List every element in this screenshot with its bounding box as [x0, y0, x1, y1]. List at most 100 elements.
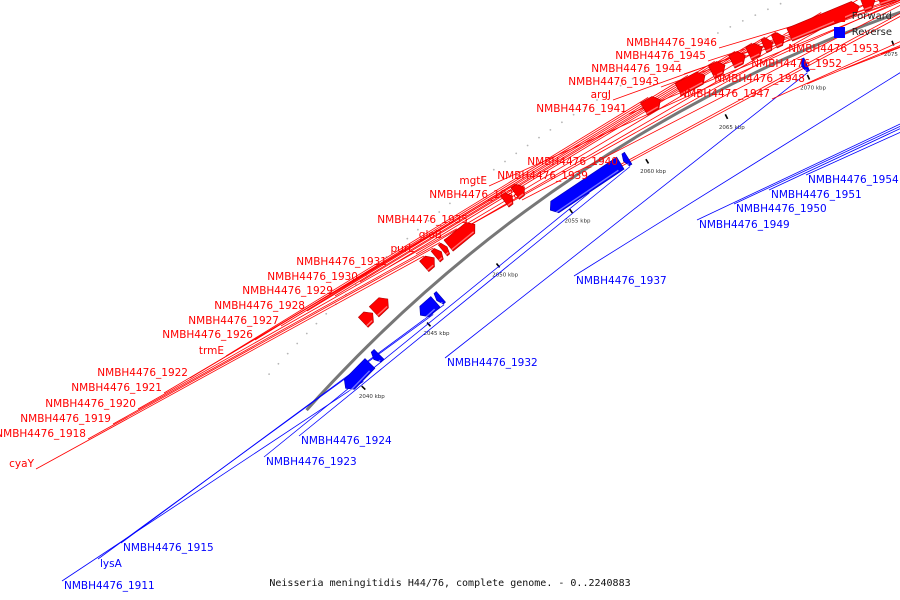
arc-dot: [438, 211, 441, 213]
gene-arrow: [745, 42, 763, 61]
gene-label: NMBH4476_1941: [536, 103, 627, 115]
arc-dot: [538, 136, 540, 139]
gene-highlight: [646, 106, 659, 115]
gene-label: argJ: [591, 89, 611, 101]
tick-label: 2065 kbp: [719, 125, 745, 131]
gene-arrow: [640, 96, 661, 116]
leader-line: [254, 75, 689, 341]
legend-swatch-reverse: [833, 26, 845, 38]
gene-label: NMBH4476_1922: [97, 367, 188, 379]
gene-arrow: [500, 192, 514, 208]
gene-body: [728, 51, 746, 69]
gene-body: [770, 32, 785, 49]
gene-label: NMBH4476_1928: [214, 300, 305, 312]
arc-dot: [704, 38, 707, 40]
arc-dot: [619, 84, 622, 87]
leader-line: [488, 0, 900, 187]
gene-label: NMBH4476_1949: [699, 219, 790, 231]
tick-label: 2060 kbp: [640, 169, 666, 175]
gene-highlight: [348, 370, 371, 393]
gene-highlight: [803, 69, 807, 72]
arc-dot: [492, 168, 495, 171]
gene-body: [800, 57, 810, 73]
gene-label: NMBH4476_1918: [0, 428, 86, 440]
arc-dot: [596, 99, 598, 101]
leader-line: [137, 228, 457, 410]
gene-label: NMBH4476_1911: [64, 580, 155, 592]
arc-dot: [561, 121, 563, 124]
gene-body: [878, 0, 898, 6]
gene-highlight: [791, 12, 856, 40]
gene-label: NMBH4476_1951: [771, 189, 862, 201]
arc-dot: [526, 144, 529, 147]
arc-dot: [515, 152, 518, 155]
gene-highlight: [750, 53, 760, 59]
tick-label: 2040 kbp: [359, 394, 385, 400]
arc-dot: [470, 185, 473, 188]
tick-mark: [495, 263, 501, 268]
gene-label: NMBH4476_1923: [266, 456, 357, 468]
gene-body: [549, 156, 625, 214]
arc-dot: [277, 362, 280, 365]
leader-line: [120, 304, 445, 544]
arc-dot: [717, 32, 719, 34]
arc-dot: [655, 64, 658, 66]
gene-highlight: [427, 264, 434, 271]
leader-line: [805, 132, 900, 176]
leader-line: [306, 50, 736, 312]
arc-dot: [296, 342, 299, 345]
gene-label: purL: [391, 243, 415, 255]
gene-label: NMBH4476_1926: [162, 329, 253, 341]
arc-dot: [692, 44, 695, 47]
gene-label: NMBH4476_1919: [20, 413, 111, 425]
gene-body: [745, 42, 763, 61]
gene-highlight: [625, 163, 630, 166]
gene-arrow: [368, 297, 389, 318]
arc-dot: [680, 51, 682, 53]
arc-dot: [754, 14, 757, 16]
arc-dot: [779, 2, 782, 5]
map-caption: Neisseria meningitidis H44/76, complete …: [269, 578, 631, 589]
gene-label: NMBH4476_1954: [808, 174, 899, 186]
arc-dot: [406, 237, 409, 240]
gene-highlight: [445, 251, 449, 255]
gene-arrow: [419, 296, 441, 320]
arc-dot: [767, 8, 769, 11]
gene-label: NMBH4476_1940: [527, 156, 618, 168]
gene-arrow: [728, 51, 746, 69]
tick-mark: [426, 322, 432, 327]
leader-line: [771, 41, 900, 100]
arc-dot: [315, 322, 318, 325]
gene-body: [370, 348, 385, 363]
gene-arrow: [433, 291, 446, 305]
label-leader-lines: [35, 0, 900, 582]
gene-arrow: [860, 0, 876, 12]
arc-dot: [729, 26, 732, 28]
gene-body: [419, 296, 441, 318]
gene-label: NMBH4476_1950: [736, 203, 827, 215]
gene-label: NMBH4476_1929: [242, 285, 333, 297]
arc-dot: [325, 312, 328, 315]
gene-label: NMBH4476_1921: [71, 382, 162, 394]
gene-arrow: [370, 348, 385, 364]
arc-dot: [584, 106, 587, 109]
gene-arrow: [357, 311, 374, 328]
gene-highlight: [438, 257, 443, 261]
gene-label: NMBH4476_1947: [679, 88, 770, 100]
gene-label: NMBH4476_1927: [188, 315, 279, 327]
arc-dot: [396, 246, 398, 249]
tick-mark: [568, 208, 574, 214]
leader-line: [768, 128, 900, 191]
gene-highlight: [680, 81, 703, 95]
gene-arrow: [430, 248, 444, 263]
gene-highlight: [377, 305, 388, 316]
gene-highlight: [776, 42, 783, 47]
arc-dot: [549, 129, 552, 131]
gene-highlight: [864, 6, 872, 11]
gene-body: [500, 192, 514, 208]
gene-label: mgtE: [459, 175, 487, 187]
gene-body: [343, 358, 376, 390]
gene-label: NMBH4476_1945: [615, 50, 706, 62]
leader-line: [298, 166, 631, 437]
leader-line: [806, 45, 900, 85]
